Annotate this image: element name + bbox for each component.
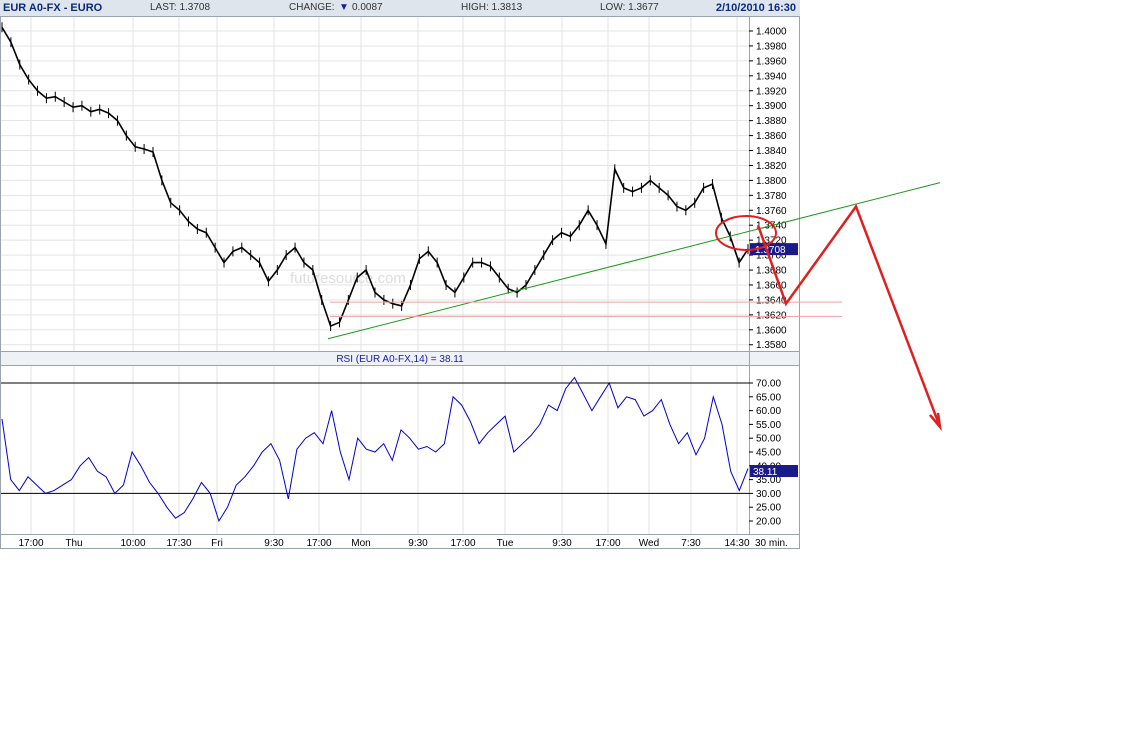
rsi-panel-frame [0,365,800,535]
time-tick-label: 14:30 [724,538,749,549]
rsi-series: 38.11 [1,376,798,523]
price-panel-frame [0,16,800,352]
price-tick-label: 1.3980 [756,41,787,52]
price-tick-label: 1.3900 [756,101,787,112]
rsi-tick-label: 55.00 [756,420,781,431]
time-tick-label: Wed [639,538,659,549]
price-tick-label: 1.3840 [756,146,787,157]
price-tick-label: 1.3800 [756,176,787,187]
time-tick-label: Mon [351,538,370,549]
high-price: HIGH: 1.3813 [461,2,523,13]
x-axis-bar [0,534,800,549]
projection-path [756,203,942,428]
time-tick-label: 17:00 [18,538,43,549]
time-tick-label: 17:00 [450,538,475,549]
price-tick-label: 1.3760 [756,206,787,217]
price-tick-label: 1.3780 [756,191,787,202]
trendline [327,182,941,340]
time-tick-label: 9:30 [408,538,428,549]
price-tick-label: 1.3580 [756,340,787,351]
watermark: futuresource.com [290,270,406,287]
chart-header: EUR A0-FX - EURO LAST: 1.3708 CHANGE: ▼ … [0,0,800,17]
price-tick-label: 1.3660 [756,280,787,291]
price-tick-label: 1.3860 [756,131,787,142]
rsi-tick-label: 30.00 [756,489,781,500]
price-tick-label: 1.3920 [756,86,787,97]
time-tick-label: 17:30 [166,538,191,549]
time-tick-label: 7:30 [681,538,701,549]
interval-label: 30 min. [755,538,788,549]
price-tick-label: 1.3700 [756,251,787,262]
price-tick-label: 1.3600 [756,325,787,336]
price-tick-label: 1.3680 [756,266,787,277]
time-tick-label: 9:30 [264,538,284,549]
change-value: 0.0087 [352,2,383,13]
rsi-tick-label: 50.00 [756,434,781,445]
price-series: 1.3708 [1,22,798,332]
time-tick-label: 17:00 [595,538,620,549]
rsi-axis: 70.0065.0060.0055.0050.0045.0040.0035.00… [1,379,781,528]
price-tick-label: 1.3880 [756,116,787,127]
highlight-circle [715,215,777,251]
rsi-tick-label: 65.00 [756,392,781,403]
change-down-icon: ▼ [339,2,349,13]
time-tick-label: Thu [65,538,82,549]
chart-datetime: 2/10/2010 16:30 [715,2,796,14]
last-price-tag-label: 1.3708 [755,245,786,256]
time-tick-label: Tue [497,538,514,549]
price-tick-label: 1.3740 [756,221,787,232]
time-tick-label: Fri [211,538,223,549]
change-label: CHANGE: [289,2,335,13]
rsi-line [1,376,749,523]
time-axis: 17:00 Thu 10:00 17:30 Fri 9:30 17:00 Mon 9:30 17:… [18,538,749,549]
price-tick-label: 1.4000 [756,27,787,38]
symbol-title: EUR A0-FX - EURO [3,2,103,14]
low-price: LOW: 1.3677 [600,2,659,13]
time-tick-label: 17:00 [306,538,331,549]
last-price-tag [750,243,798,256]
rsi-tick-label: 35.00 [756,475,781,486]
rsi-tick-label: 70.00 [756,379,781,390]
rsi-title: RSI (EUR A0-FX,14) = 38.11 [336,354,464,365]
rsi-tick-label: 20.00 [756,517,781,528]
price-tick-label: 1.3940 [756,71,787,82]
arrow-head-icon [929,412,942,432]
analysis-overlays [327,182,942,432]
rsi-tick-label: 25.00 [756,503,781,514]
price-tick-label: 1.3960 [756,56,787,67]
time-tick-label: 9:30 [552,538,572,549]
rsi-last-tag [750,465,798,478]
price-tick-label: 1.3820 [756,161,787,172]
rsi-tick-label: 60.00 [756,406,781,417]
time-tick-label: 10:00 [120,538,145,549]
price-tick-label: 1.3640 [756,295,787,306]
last-price: LAST: 1.3708 [150,2,211,13]
chart-grid [1,17,749,534]
rsi-last-tag-label: 38.11 [753,467,778,478]
rsi-tick-label: 45.00 [756,448,781,459]
